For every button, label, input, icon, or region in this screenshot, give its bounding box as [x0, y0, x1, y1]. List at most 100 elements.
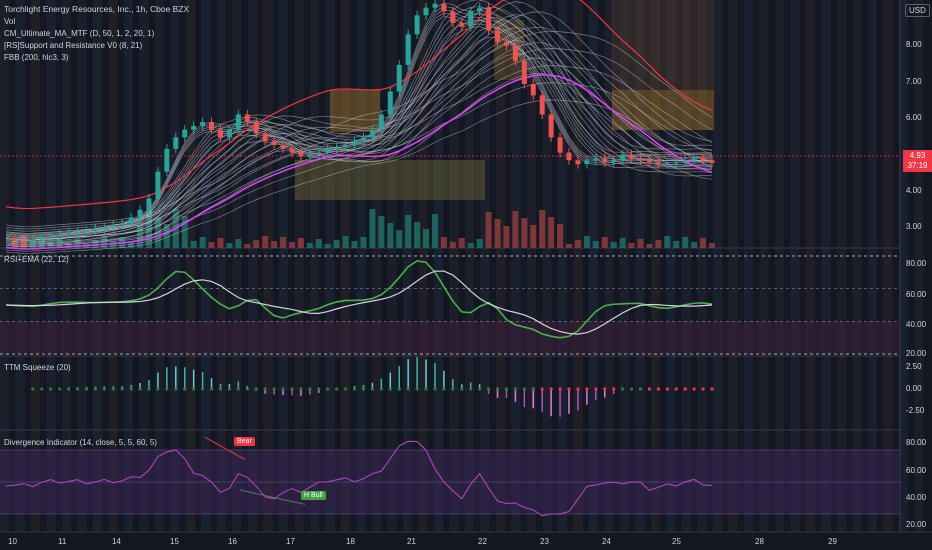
- session-band: [449, 0, 459, 532]
- volume-bar: [208, 242, 215, 248]
- bull-divergence-line: [239, 489, 306, 505]
- volume-bar: [324, 244, 331, 248]
- x-tick: 17: [286, 537, 295, 546]
- legend-volume[interactable]: Vol: [4, 17, 16, 26]
- candle-body: [548, 114, 554, 138]
- ttm-squeeze-dot: [49, 387, 53, 391]
- bear-divergence-line: [204, 436, 246, 461]
- session-band: [0, 0, 9, 532]
- session-band: [589, 0, 598, 532]
- candle-body: [119, 223, 125, 226]
- session-band: [697, 0, 707, 532]
- legend-ma-mtf[interactable]: CM_Ultimate_MA_MTF (D, 50, 1, 2, 20, 1): [4, 29, 155, 38]
- session-band: [62, 0, 71, 532]
- candle-body: [253, 122, 259, 134]
- candle-body: [611, 160, 617, 163]
- candle-body: [271, 141, 277, 145]
- legend-rsi[interactable]: RSI+EMA (22, 12): [4, 255, 69, 264]
- candle-body: [575, 160, 581, 165]
- session-band: [511, 0, 521, 532]
- candle-body: [682, 160, 688, 163]
- legend-ttm[interactable]: TTM Squeeze (20): [4, 363, 71, 372]
- volume-bar: [163, 224, 170, 248]
- volume-bar: [190, 241, 197, 248]
- candle-body: [646, 160, 652, 163]
- ttm-squeeze-dot: [478, 387, 482, 391]
- candle-body: [691, 158, 697, 161]
- fbb-basis-line: [5, 73, 713, 250]
- legend-fbb[interactable]: FBB (200, hlc3, 3): [4, 53, 69, 62]
- volume-bar: [440, 237, 447, 248]
- candle-body: [325, 148, 331, 153]
- ttm-squeeze-dot: [638, 387, 643, 391]
- ttm-squeeze-dot: [585, 387, 589, 391]
- candle-body: [459, 22, 465, 27]
- legend-divergence[interactable]: Divergence Indicator (14, close, 5, 5, 6…: [4, 438, 157, 447]
- ttm-squeeze-dot: [352, 387, 357, 391]
- x-tick: 23: [540, 537, 549, 546]
- candle-body: [602, 158, 608, 163]
- ttm-squeeze-dot: [495, 387, 500, 391]
- volume-bar: [476, 239, 483, 248]
- session-band: [263, 0, 273, 532]
- volume-bar: [181, 216, 188, 248]
- volume-bar: [235, 239, 242, 248]
- ttm-squeeze-dot: [361, 387, 366, 391]
- legend-support-resistance[interactable]: [RS]Support and Resistance V0 (8, 21): [4, 41, 143, 50]
- candle-body: [584, 160, 590, 165]
- candle-body: [235, 114, 241, 130]
- volume-bar: [548, 217, 555, 248]
- rsi-line: [5, 259, 713, 339]
- candle-body: [566, 152, 572, 161]
- resistance-zone: [612, 0, 714, 90]
- ttm-squeeze-dot: [656, 387, 660, 391]
- ttm-squeeze-dot: [102, 387, 106, 391]
- session-band: [837, 0, 846, 532]
- candle-body: [155, 171, 161, 199]
- volume-bar: [557, 224, 564, 248]
- session-band: [806, 0, 815, 532]
- ttm-squeeze-dot: [111, 387, 115, 391]
- volume-bar: [646, 244, 653, 248]
- candle-body: [387, 91, 393, 115]
- candle-body: [110, 225, 116, 228]
- ttm-squeeze-dot: [567, 387, 571, 391]
- candle-body: [57, 234, 63, 237]
- session-band: [217, 0, 226, 532]
- candle-body: [137, 209, 143, 218]
- rsi-oversold-band: [0, 321, 900, 354]
- session-bands: [0, 0, 924, 532]
- volume-bar: [539, 210, 546, 248]
- session-band: [558, 0, 567, 532]
- session-band: [604, 0, 614, 532]
- session-band: [418, 0, 428, 532]
- volume-bar: [682, 237, 689, 248]
- session-band: [170, 0, 180, 532]
- volume-bar: [47, 242, 54, 248]
- session-band: [682, 0, 691, 532]
- ttm-squeeze-dot: [308, 387, 312, 391]
- candle-body: [334, 146, 340, 149]
- candle-body: [432, 3, 438, 8]
- candle-body: [352, 141, 358, 145]
- candle-body: [486, 7, 492, 31]
- session-band: [480, 0, 490, 532]
- currency-label[interactable]: USD: [905, 4, 930, 17]
- ttm-squeeze-dot: [683, 387, 687, 391]
- ma-line: [5, 16, 713, 241]
- volume-bar: [217, 238, 224, 248]
- ttm-squeeze-dot: [469, 387, 473, 391]
- candle-body: [21, 240, 27, 242]
- candle-body: [495, 30, 501, 42]
- candle-body: [164, 148, 170, 172]
- candle-body: [226, 129, 232, 138]
- ma-line: [5, 40, 713, 245]
- pane-separators: [0, 0, 932, 533]
- x-tick: 18: [346, 537, 355, 546]
- candle-body: [298, 152, 304, 157]
- session-band: [790, 0, 800, 532]
- fbb-upper-line: [5, 0, 713, 210]
- volume-bar: [360, 237, 367, 248]
- session-band: [356, 0, 366, 532]
